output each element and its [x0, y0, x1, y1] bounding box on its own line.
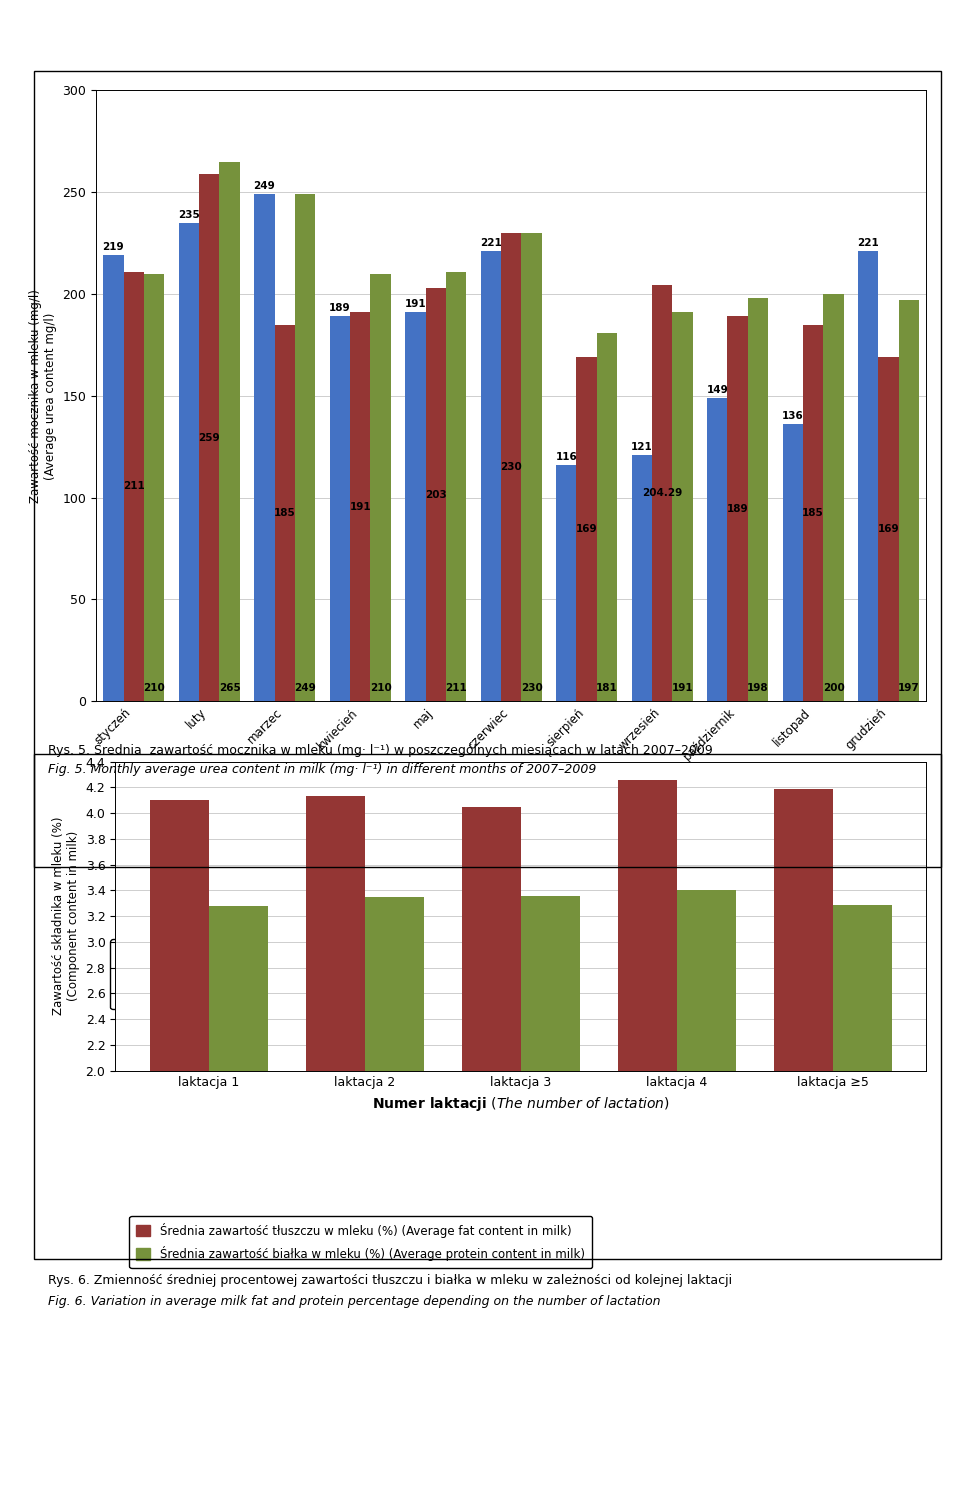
Bar	[275, 324, 295, 701]
Bar	[144, 274, 164, 701]
Text: 189: 189	[727, 504, 749, 514]
Text: Wyniki badań naukowych: Wyniki badań naukowych	[48, 1479, 285, 1499]
Bar	[425, 288, 445, 701]
Text: Fig. 5. Monthly average urea content in milk (mg· l⁻¹) in different months of 20: Fig. 5. Monthly average urea content in …	[48, 763, 596, 777]
Text: 185: 185	[803, 508, 824, 517]
Y-axis label: Zawartość składnika w mleku (%)
(Component content in milk): Zawartość składnika w mleku (%) (Compone…	[52, 817, 80, 1015]
Text: 259: 259	[199, 433, 220, 442]
Bar	[677, 890, 736, 1329]
Bar	[672, 312, 693, 701]
Text: 136: 136	[781, 412, 804, 421]
Bar	[254, 195, 275, 701]
Bar	[858, 252, 878, 701]
Text: 191: 191	[672, 683, 693, 694]
Bar	[556, 464, 577, 701]
Text: 221: 221	[857, 238, 879, 249]
Bar	[577, 357, 597, 701]
Text: 191: 191	[349, 502, 371, 511]
Bar	[803, 324, 824, 701]
Text: 185: 185	[274, 508, 296, 517]
Bar	[405, 312, 425, 701]
Bar	[782, 424, 803, 701]
Text: 230: 230	[500, 461, 522, 472]
Text: 197: 197	[899, 683, 920, 694]
Text: 198: 198	[747, 683, 769, 694]
Text: 181: 181	[596, 683, 618, 694]
Bar	[305, 796, 365, 1329]
Bar	[350, 312, 371, 701]
Text: 121: 121	[631, 442, 653, 452]
Bar	[728, 317, 748, 701]
Bar	[150, 801, 209, 1329]
Text: 116: 116	[556, 452, 577, 461]
Bar	[878, 357, 899, 701]
Bar	[774, 789, 833, 1329]
Text: 249: 249	[294, 683, 316, 694]
Bar	[179, 223, 199, 701]
Text: 219: 219	[103, 243, 124, 252]
Bar	[220, 161, 240, 701]
Bar	[365, 897, 424, 1329]
Bar	[597, 333, 617, 701]
Bar	[199, 173, 220, 701]
Bar	[521, 896, 580, 1329]
Bar	[481, 252, 501, 701]
Text: 200: 200	[823, 683, 845, 694]
Y-axis label: Zawartość mocznika w mleku (mg/l)
(Average urea content mg/l): Zawartość mocznika w mleku (mg/l) (Avera…	[29, 290, 57, 502]
Bar	[617, 780, 677, 1329]
Legend: Średnia zawartość tłuszczu w mleku (%) (Average fat content in milk), Średnia za: Średnia zawartość tłuszczu w mleku (%) (…	[130, 1215, 592, 1268]
X-axis label: Numer laktacji $\mathbf{\mathit{(The\ number\ of\ lactation)}}$: Numer laktacji $\mathbf{\mathit{(The\ nu…	[372, 1095, 670, 1113]
Text: 149: 149	[707, 385, 729, 395]
Bar	[748, 299, 768, 701]
Bar	[501, 232, 521, 701]
Text: 235: 235	[178, 210, 200, 220]
Text: 230: 230	[520, 683, 542, 694]
Legend: Zawartość mocznika w mleku w roku 2007. (Urea content in 2007), Zawartość moczni: Zawartość mocznika w mleku w roku 2007. …	[110, 939, 544, 1009]
Bar	[295, 195, 315, 701]
Text: 9: 9	[920, 1481, 931, 1497]
Text: 249: 249	[253, 181, 276, 192]
Text: 169: 169	[877, 525, 900, 534]
Bar	[329, 317, 350, 701]
Bar	[462, 807, 521, 1329]
Text: 211: 211	[123, 481, 145, 492]
Text: Rys. 5. Średnia  zawartość mocznika w mleku (mg· l⁻¹) w poszczególnych miesiącac: Rys. 5. Średnia zawartość mocznika w mle…	[48, 742, 712, 757]
X-axis label: miesiąc $\mathbf{\mathit{(month)}}$: miesiąc $\mathbf{\mathit{(month)}}$	[451, 768, 571, 786]
Text: 265: 265	[219, 683, 241, 694]
Text: Fig. 6. Variation in average milk fat and protein percentage depending on the nu: Fig. 6. Variation in average milk fat an…	[48, 1295, 660, 1309]
Text: Rys. 6. Zmienność średniej procentowej zawartości tłuszczu i białka w mleku w za: Rys. 6. Zmienność średniej procentowej z…	[48, 1274, 732, 1288]
Bar	[103, 255, 124, 701]
Bar	[124, 271, 144, 701]
Text: 221: 221	[480, 238, 502, 249]
Text: 203: 203	[425, 490, 446, 499]
Text: 204.29: 204.29	[642, 489, 683, 498]
Bar	[833, 905, 892, 1329]
Bar	[209, 906, 268, 1329]
Bar	[371, 274, 391, 701]
Bar	[708, 398, 728, 701]
Bar	[445, 271, 467, 701]
Text: 189: 189	[329, 303, 350, 314]
Bar	[632, 455, 652, 701]
Bar	[899, 300, 920, 701]
Bar	[521, 232, 541, 701]
Text: 211: 211	[445, 683, 467, 694]
Text: 210: 210	[143, 683, 165, 694]
Bar	[824, 294, 844, 701]
Text: 210: 210	[370, 683, 392, 694]
Bar	[652, 285, 672, 701]
Text: Pora roku i kolejna laktacja a wydajność krów i parametry fizykochemiczne mleka: Pora roku i kolejna laktacja a wydajność…	[180, 17, 780, 32]
Text: 191: 191	[404, 299, 426, 309]
Text: 169: 169	[576, 525, 597, 534]
